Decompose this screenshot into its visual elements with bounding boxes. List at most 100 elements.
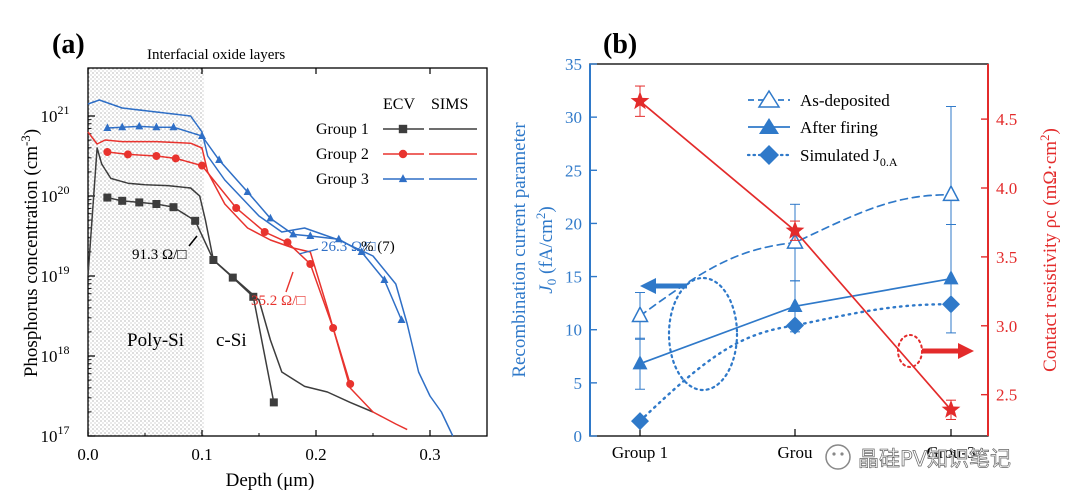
line-simulated-j0-a	[638, 303, 953, 423]
ecv-point-group1	[269, 398, 278, 407]
y-tick-label-right-b: 2.5	[996, 386, 1017, 405]
y-axis-label-left-b-line1: Recombination current parameter	[509, 122, 530, 378]
x-axis-label-a: Depth (μm)	[226, 470, 315, 491]
annotation-overlap-tail: % (7)	[361, 239, 395, 255]
sims-line-group2	[87, 131, 408, 431]
annotation-arrow-group3	[298, 248, 319, 255]
region-label-csi: c-Si	[216, 330, 247, 351]
ecv-point-group3	[135, 121, 144, 130]
x-tick-label-a: 0.3	[419, 445, 440, 464]
y-tick-label-a: 1017	[41, 423, 70, 446]
y-tick-label-a: 1021	[41, 103, 70, 126]
y-tick-label-left-b: 5	[574, 374, 583, 393]
ecv-point-group3	[215, 155, 224, 163]
legend-label-as-deposited: As-deposited	[800, 91, 890, 110]
legend-ecv-marker	[398, 149, 408, 159]
x-tick-label-b: Grou-3	[926, 443, 975, 462]
x-axis-b: Group 1 Grou Grou-3	[612, 429, 976, 462]
ecv-point-group1	[152, 200, 161, 208]
sims-line-group1	[87, 147, 374, 413]
right-axis-arrowhead	[958, 343, 974, 359]
x-tick-label-a: 0.0	[77, 445, 98, 464]
y-tick-label-a: 1020	[41, 183, 70, 206]
legend-label-simulated: Simulated J0.A	[800, 146, 898, 169]
ecv-point-group3	[169, 122, 178, 131]
left-axis-indicator-ellipse	[667, 276, 739, 392]
ecv-point-group1	[169, 203, 178, 212]
point-simulated-j0-a	[786, 316, 804, 335]
legend-marker-after-firing	[759, 118, 779, 134]
legend-label-group3: Group 3	[316, 171, 369, 188]
y-tick-label-right-b: 4.5	[996, 110, 1017, 129]
y-axis-a: 1017 1018 1019 1020 1021	[41, 103, 95, 446]
ecv-point-group1	[135, 198, 144, 207]
y-tick-label-left-b: 30	[565, 108, 582, 127]
ecv-point-group2	[283, 238, 292, 247]
y-axis-label-left-b-line2: J0 (fA/cm2)	[533, 206, 559, 293]
ecv-point-group2	[103, 148, 112, 156]
point-after-firing	[632, 355, 648, 370]
wechat-icon	[825, 444, 851, 470]
annotation-group3: 26.3 Ω/□	[321, 239, 375, 255]
ecv-point-group3	[198, 131, 206, 139]
series-markers-a	[103, 121, 406, 407]
y-tick-label-a: 1019	[41, 263, 70, 286]
series-markers-b	[630, 85, 961, 431]
ecv-point-group1	[228, 273, 237, 282]
ecv-point-group3	[357, 247, 366, 255]
ecv-point-group2	[306, 260, 315, 268]
x-tick-label-b: Grou	[778, 443, 813, 462]
region-label-polysi: Poly-Si	[127, 330, 184, 351]
y-tick-label-left-b: 20	[565, 214, 582, 233]
point-contact-resistivity	[630, 91, 650, 110]
legend-label-after-firing: After firing	[800, 118, 878, 137]
point-contact-resistivity	[941, 399, 961, 418]
panel-a-label: (a)	[52, 29, 85, 60]
left-axis-arrowhead	[640, 278, 656, 294]
x-tick-label-b: Group 1	[612, 443, 668, 462]
ecv-point-group3	[152, 122, 161, 131]
y-tick-label-left-b: 10	[565, 321, 582, 340]
annotation-arrow-group1	[188, 235, 198, 247]
y-tick-label-right-b: 3.0	[996, 317, 1017, 336]
point-as-deposited	[942, 184, 960, 202]
oxide-layer-label: Interfacial oxide layers	[147, 47, 285, 63]
legend-ecv-marker	[398, 124, 408, 134]
ecv-point-group1	[209, 256, 218, 264]
watermark-text: 晶硅PV知识笔记	[858, 447, 1011, 471]
y-tick-label-left-b: 15	[565, 268, 582, 287]
y-axis-left-b: 0 5 10 15 20 25 30 35	[565, 55, 597, 446]
x-axis-a: 0.0 0.1 0.2 0.3	[77, 68, 441, 464]
ecv-point-group3	[118, 122, 127, 131]
ecv-point-group3	[266, 213, 275, 222]
y-tick-label-a: 1018	[41, 343, 70, 366]
point-simulated-j0-a	[631, 412, 649, 431]
legend-label-group1: Group 1	[316, 121, 369, 138]
point-as-deposited	[786, 232, 804, 249]
annotation-group2: 35.2 Ω/□	[251, 293, 305, 309]
series-lines-a	[87, 99, 454, 437]
panel-a-depth-profile: (a) Interfacial oxide layers 0.0 0.1 0.2 0.…	[18, 29, 488, 491]
ecv-point-group2	[260, 228, 269, 236]
ecv-point-group3	[289, 229, 298, 238]
ecv-point-group3	[103, 123, 112, 131]
legend-a: ECV SIMS Group 1 Group 2 Group 3	[316, 96, 477, 188]
legend-label-group2: Group 2	[316, 146, 369, 163]
ecv-point-group1	[118, 196, 127, 205]
y-tick-label-right-b: 3.5	[996, 248, 1017, 267]
legend-ecv-marker	[398, 174, 408, 183]
ecv-line-group1	[107, 196, 275, 403]
point-as-deposited	[631, 305, 649, 323]
wechat-icon-eye-right	[840, 452, 844, 456]
ecv-point-group2	[123, 150, 132, 159]
point-after-firing	[787, 297, 803, 312]
panel-b-label: (b)	[603, 29, 637, 60]
ecv-point-group2	[329, 324, 338, 332]
legend-marker-simulated	[759, 145, 779, 165]
y-tick-label-right-b: 4.0	[996, 179, 1017, 198]
watermark: 晶硅PV知识笔记	[825, 444, 1011, 471]
legend-header-ecv: ECV	[383, 96, 415, 113]
ecv-point-group2	[346, 380, 355, 388]
plot-frame-b	[589, 63, 989, 437]
